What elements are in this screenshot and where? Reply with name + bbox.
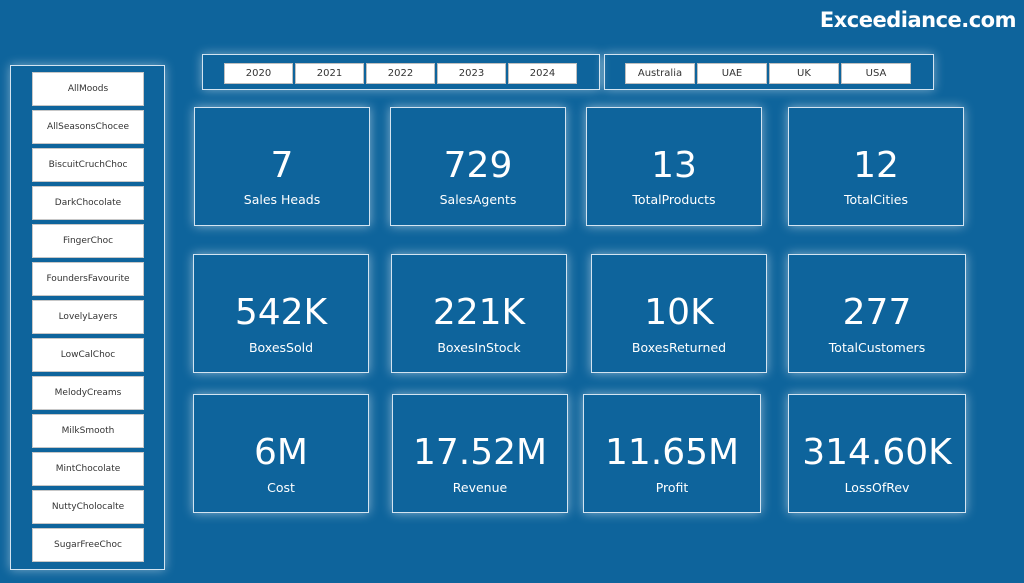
kpi-label: BoxesSold — [248, 340, 314, 355]
product-item[interactable]: DarkChocolate — [32, 186, 144, 220]
kpi-value: 6M — [254, 432, 308, 473]
kpi-label: Profit — [655, 480, 689, 495]
kpi-card-sales-agents: 729 SalesAgents — [390, 107, 566, 226]
product-item[interactable]: MilkSmooth — [32, 414, 144, 448]
kpi-value: 11.65M — [604, 432, 740, 473]
product-slicer: AllMoods AllSeasonsChocee BiscuitCruchCh… — [10, 65, 165, 570]
kpi-label: LossOfRev — [844, 480, 910, 495]
kpi-card-total-products: 13 TotalProducts — [586, 107, 762, 226]
kpi-label: BoxesInStock — [437, 340, 521, 355]
product-item[interactable]: AllSeasonsChocee — [32, 110, 144, 144]
kpi-card-cost: 6M Cost — [193, 394, 369, 513]
country-button[interactable]: UK — [769, 63, 839, 84]
kpi-label: BoxesReturned — [631, 340, 727, 355]
kpi-card-revenue: 17.52M Revenue — [392, 394, 568, 513]
kpi-label: TotalCustomers — [828, 340, 926, 355]
year-button[interactable]: 2021 — [295, 63, 364, 84]
year-button[interactable]: 2024 — [508, 63, 577, 84]
product-item[interactable]: LovelyLayers — [32, 300, 144, 334]
kpi-value: 7 — [270, 145, 294, 186]
year-button[interactable]: 2020 — [224, 63, 293, 84]
kpi-value: 729 — [443, 145, 513, 186]
country-button[interactable]: Australia — [625, 63, 695, 84]
kpi-value: 542K — [234, 292, 328, 333]
kpi-card-total-cities: 12 TotalCities — [788, 107, 964, 226]
kpi-label: Revenue — [452, 480, 508, 495]
kpi-value: 10K — [644, 292, 714, 333]
product-list: AllMoods AllSeasonsChocee BiscuitCruchCh… — [32, 72, 144, 562]
product-item[interactable]: SugarFreeChoc — [32, 528, 144, 562]
product-item[interactable]: LowCalChoc — [32, 338, 144, 372]
year-button[interactable]: 2022 — [366, 63, 435, 84]
year-slicer: 2020 2021 2022 2023 2024 — [202, 54, 600, 90]
kpi-value: 314.60K — [802, 432, 952, 473]
product-item[interactable]: MelodyCreams — [32, 376, 144, 410]
kpi-label: TotalProducts — [632, 192, 716, 207]
country-button[interactable]: UAE — [697, 63, 767, 84]
product-item[interactable]: AllMoods — [32, 72, 144, 106]
kpi-card-boxes-in-stock: 221K BoxesInStock — [391, 254, 567, 373]
kpi-label: TotalCities — [844, 192, 908, 207]
kpi-card-boxes-sold: 542K BoxesSold — [193, 254, 369, 373]
kpi-value: 221K — [432, 292, 526, 333]
country-button[interactable]: USA — [841, 63, 911, 84]
kpi-label: Sales Heads — [243, 192, 321, 207]
product-item[interactable]: FoundersFavourite — [32, 262, 144, 296]
product-item[interactable]: FingerChoc — [32, 224, 144, 258]
kpi-card-boxes-returned: 10K BoxesReturned — [591, 254, 767, 373]
kpi-card-loss-of-rev: 314.60K LossOfRev — [788, 394, 966, 513]
year-button[interactable]: 2023 — [437, 63, 506, 84]
product-item[interactable]: NuttyCholocalte — [32, 490, 144, 524]
kpi-value: 12 — [853, 145, 899, 186]
product-item[interactable]: MintChocolate — [32, 452, 144, 486]
country-slicer: Australia UAE UK USA — [604, 54, 934, 90]
kpi-value: 13 — [651, 145, 697, 186]
kpi-card-sales-heads: 7 Sales Heads — [194, 107, 370, 226]
kpi-label: Cost — [267, 480, 295, 495]
product-item[interactable]: BiscuitCruchChoc — [32, 148, 144, 182]
brand-title: Exceediance.com — [819, 8, 1017, 32]
kpi-label: SalesAgents — [439, 192, 517, 207]
kpi-card-total-customers: 277 TotalCustomers — [788, 254, 966, 373]
kpi-value: 17.52M — [412, 432, 548, 473]
kpi-card-profit: 11.65M Profit — [583, 394, 761, 513]
kpi-value: 277 — [842, 292, 912, 333]
